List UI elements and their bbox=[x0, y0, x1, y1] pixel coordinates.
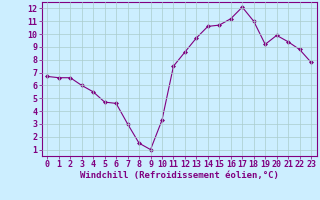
X-axis label: Windchill (Refroidissement éolien,°C): Windchill (Refroidissement éolien,°C) bbox=[80, 171, 279, 180]
